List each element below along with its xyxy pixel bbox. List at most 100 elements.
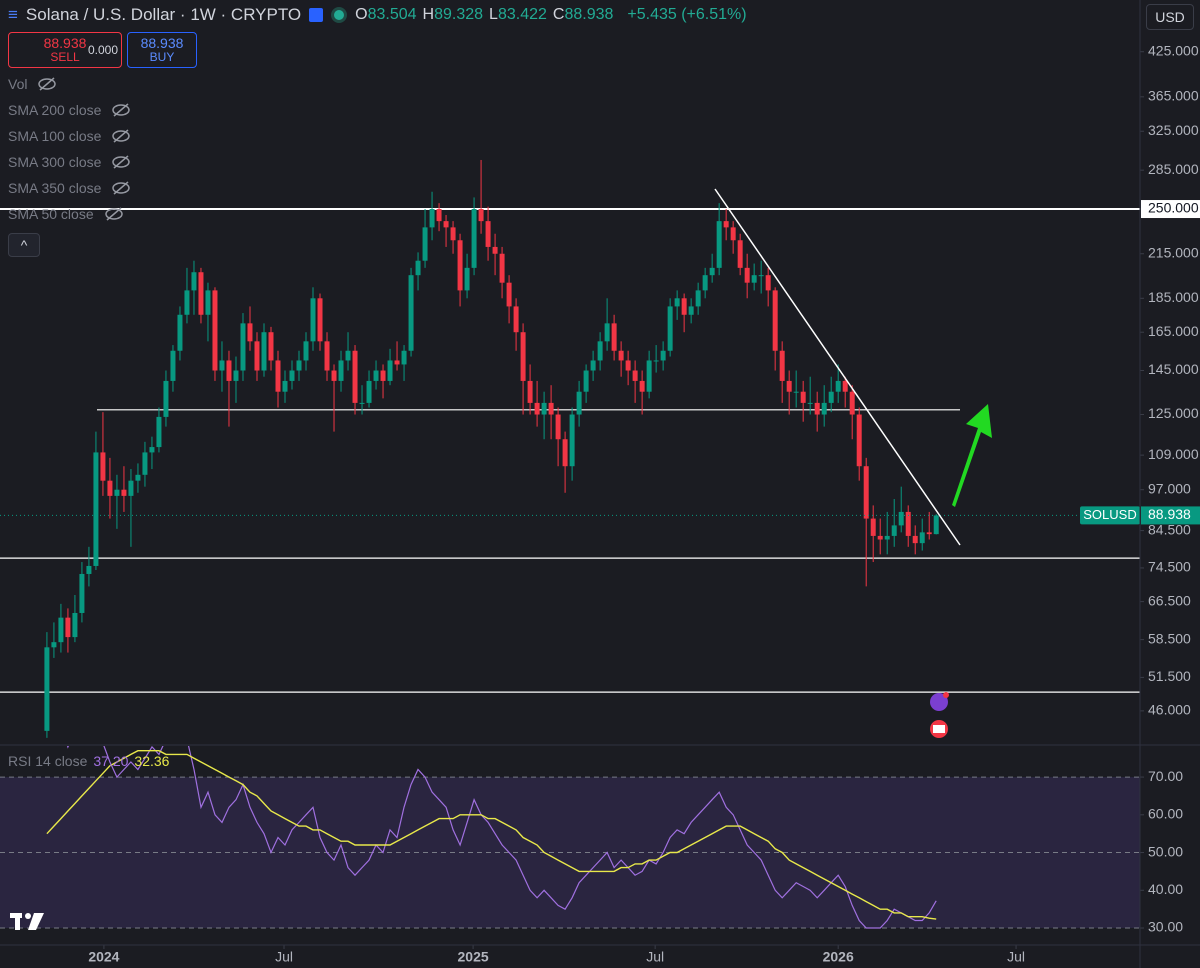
candle-body — [702, 275, 708, 291]
candle-body — [912, 535, 918, 544]
indicator: SMA 100 close — [8, 128, 131, 144]
ohlc-value: 89.328 — [434, 6, 484, 23]
candle-body — [653, 360, 659, 362]
candle-body — [660, 350, 666, 361]
eye-slash — [106, 207, 122, 221]
eye-slash — [39, 77, 55, 91]
y-tick-label: 109.000 — [1148, 446, 1199, 462]
candle-body — [142, 452, 148, 475]
candle-body — [205, 290, 211, 315]
candle-body — [345, 350, 351, 361]
rsi-legend: RSI 14 close 37.20 32.36 — [8, 753, 169, 769]
candle-body — [625, 360, 631, 371]
currency[interactable]: USD — [1146, 4, 1194, 30]
y-tick-label: 425.000 — [1148, 42, 1199, 58]
rsi-pane — [0, 746, 1140, 929]
indicator: SMA 200 close — [8, 102, 131, 118]
collapse-button[interactable]: ^ — [8, 233, 40, 257]
up-arrow — [952, 404, 992, 507]
candle-body — [870, 518, 876, 536]
indicator: SMA 350 close — [8, 180, 131, 196]
candle-body — [310, 298, 316, 342]
candle-body — [541, 402, 547, 415]
candle-body — [429, 209, 435, 228]
candle-body — [639, 380, 645, 392]
candle-body — [212, 290, 218, 371]
header: ≡ Solana / U.S. Dollar · 1W · CRYPTO O83… — [8, 5, 747, 25]
candle-body — [44, 647, 50, 731]
candle-body — [331, 370, 337, 381]
candle-body — [121, 489, 127, 496]
candle-body — [646, 360, 652, 392]
status-dot — [331, 7, 348, 23]
eye — [112, 156, 131, 168]
sell-label: SELL — [50, 50, 80, 64]
candle-body — [226, 360, 232, 381]
level-label-bg — [1141, 200, 1200, 219]
change: +5.435 (+6.51%) — [627, 6, 747, 23]
indicator-name: SMA 200 close — [8, 102, 102, 118]
sell-button[interactable]: 88.938 SELL — [8, 32, 122, 68]
y-tick-label: 66.500 — [1148, 592, 1191, 608]
candle-body — [632, 370, 638, 381]
buy-label: BUY — [149, 50, 175, 64]
candle-body — [394, 360, 400, 365]
eye — [112, 104, 131, 116]
x-tick-label: Jul — [275, 949, 293, 965]
candle-body — [149, 447, 155, 453]
candle-body — [296, 360, 302, 371]
candle-body — [380, 370, 386, 381]
candle-body — [800, 391, 806, 403]
y-tick-label: 215.000 — [1148, 244, 1199, 260]
candle-body — [401, 350, 407, 365]
hidden-icon — [104, 207, 123, 221]
buy-button[interactable]: 88.938 BUY — [127, 32, 197, 68]
candle-body — [415, 260, 421, 276]
sell-price: 88.938 — [43, 35, 87, 51]
candle-body — [933, 515, 939, 535]
candle-body — [338, 360, 344, 381]
eye — [112, 130, 131, 142]
eye-slash — [113, 155, 129, 169]
candle-body — [863, 466, 869, 519]
candle-body — [373, 370, 379, 381]
candle-body — [919, 532, 925, 544]
candle-body — [289, 370, 295, 381]
candle-body — [695, 290, 701, 307]
candle-body — [583, 370, 589, 392]
candle-body — [233, 370, 239, 381]
candle-body — [597, 341, 603, 361]
candle-body — [506, 282, 512, 307]
rsi-tick-label: 30.00 — [1148, 919, 1183, 935]
event-icon[interactable] — [930, 693, 948, 711]
last-name-bg — [1080, 506, 1140, 525]
logo[interactable] — [10, 913, 44, 930]
candle-body — [478, 209, 484, 222]
candle-body — [821, 402, 827, 415]
candle-body — [814, 402, 820, 415]
candle-body — [604, 323, 610, 342]
candle-body — [716, 221, 722, 268]
event-dot — [943, 692, 949, 698]
candle-body — [352, 350, 358, 403]
symbol[interactable]: Solana / U.S. Dollar · 1W · CRYPTO — [25, 5, 302, 24]
eye — [104, 208, 123, 220]
candle-body — [499, 253, 505, 283]
candle-body — [366, 380, 372, 403]
candle-body — [198, 272, 204, 315]
rsi-title: RSI 14 close — [8, 753, 88, 769]
candle-body — [611, 323, 617, 351]
hidden-icon — [112, 103, 131, 117]
ohlc-label: H — [422, 6, 435, 23]
candle-body — [191, 272, 197, 291]
candle-body — [282, 380, 288, 392]
candle-body — [436, 209, 442, 222]
candle-body — [681, 298, 687, 315]
y-tick-label: 84.500 — [1148, 521, 1191, 537]
indicator-name: SMA 350 close — [8, 180, 102, 196]
candle-body — [324, 341, 330, 371]
candle-body — [219, 360, 225, 371]
eye-slash — [113, 181, 129, 195]
rsi-ma-value: 32.36 — [134, 753, 170, 769]
eye — [112, 182, 131, 194]
